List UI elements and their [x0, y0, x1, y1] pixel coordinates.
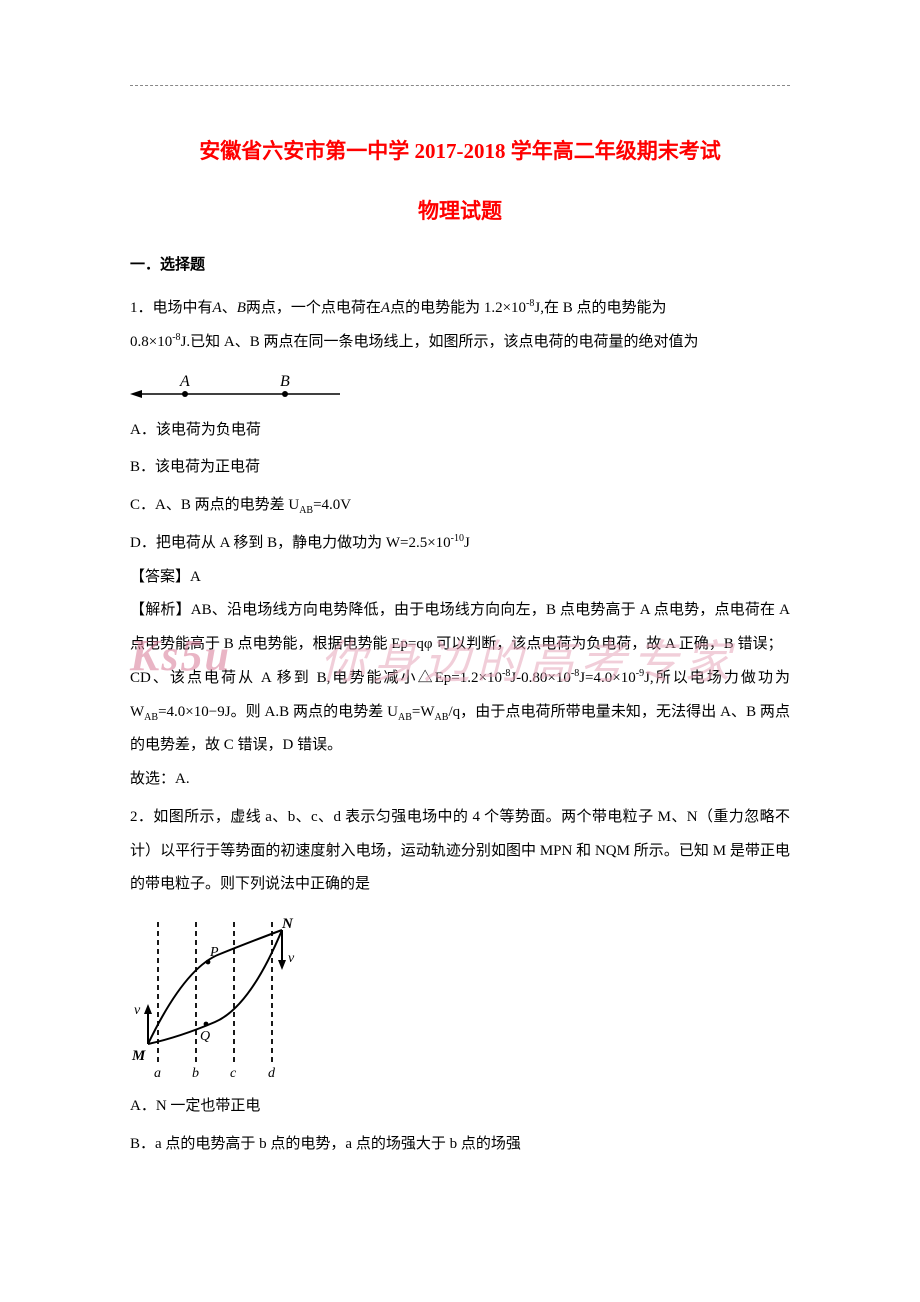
subscript: AB	[435, 712, 449, 723]
label-b: b	[192, 1066, 199, 1081]
exam-page: 安徽省六安市第一中学 2017-2018 学年高二年级期末考试 物理试题 一．选…	[0, 0, 920, 1202]
q1-option-a: A．该电荷为负电荷	[130, 414, 790, 448]
label-c: c	[230, 1066, 237, 1081]
label-Q: Q	[200, 1029, 210, 1044]
subscript: AB	[398, 712, 412, 723]
text: B	[237, 300, 246, 316]
q1-explanation-2: CD、该点电荷从 A 移到 B,电势能减小△Ep=1.2×10 -8J-0.80×…	[130, 662, 790, 763]
q2-figure: a b c d M N P Q v v	[130, 912, 310, 1082]
text: 点的电势能为 1.2×10	[390, 300, 526, 316]
text: D．把电荷从 A 移到 B，静电力做功为 W=2.5×10	[130, 535, 451, 551]
section-heading: 一．选择题	[130, 253, 790, 274]
superscript: -10	[451, 533, 464, 544]
label-d: d	[268, 1066, 276, 1081]
q2-option-b: B．a 点的电势高于 b 点的电势，a 点的场强大于 b 点的场强	[130, 1128, 790, 1162]
text: J-0.80×10	[510, 670, 571, 686]
text: C．A、B 两点的电势差 U	[130, 497, 299, 513]
label-B: B	[280, 374, 290, 390]
q1-figure: A B	[130, 374, 350, 404]
text: J,在 B 点的电势能为	[534, 300, 666, 316]
text: A	[213, 300, 222, 316]
text: 1．电场中有	[130, 300, 213, 316]
text: 两点，一个点电荷在	[246, 300, 381, 316]
q2-stem: 2．如图所示，虚线 a、b、c、d 表示匀强电场中的 4 个等势面。两个带电粒子…	[130, 801, 790, 902]
superscript: -8	[172, 332, 180, 343]
text: J=4.0×10	[579, 670, 636, 686]
subscript: AB	[299, 505, 313, 516]
text: J	[464, 535, 470, 551]
title-sub: 物理试题	[130, 195, 790, 225]
q2-option-a: A．N 一定也带正电	[130, 1090, 790, 1124]
text: CD、该点电荷从 A 移到 B,电势能减小△Ep=1.2×10	[130, 670, 502, 686]
text: =4.0×10−9J。则 A.B 两点的电势差 U	[158, 704, 398, 720]
subscript: AB	[144, 712, 158, 723]
text: A	[381, 300, 390, 316]
label-N: N	[281, 916, 294, 932]
q1-stem-line2: 0.8×10-8J.已知 A、B 两点在同一条电场线上，如图所示，该点电荷的电荷…	[130, 326, 790, 360]
q1-answer: 【答案】A	[130, 561, 790, 595]
title-main: 安徽省六安市第一中学 2017-2018 学年高二年级期末考试	[130, 135, 790, 165]
superscript: -8	[571, 668, 579, 679]
header-separator	[130, 85, 790, 86]
q1-explanation-1: 【解析】AB、沿电场线方向电势降低，由于电场线方向向左，B 点电势高于 A 点电…	[130, 594, 790, 662]
label-a: a	[154, 1066, 161, 1081]
label-v1: v	[134, 1003, 141, 1018]
text: J.已知 A、B 两点在同一条电场线上，如图所示，该点电荷的电荷量的绝对值为	[181, 334, 699, 350]
text: =W	[412, 704, 435, 720]
text: 0.8×10	[130, 334, 172, 350]
label-v2: v	[288, 951, 295, 966]
q1-explanation-3: 故选：A.	[130, 763, 790, 797]
label-P: P	[209, 945, 219, 960]
q1-stem: 1．电场中有A、B两点，一个点电荷在A点的电势能为 1.2×10-8J,在 B …	[130, 292, 790, 326]
q1-option-c: C．A、B 两点的电势差 UAB=4.0V	[130, 489, 790, 523]
q1-option-d: D．把电荷从 A 移到 B，静电力做功为 W=2.5×10-10J	[130, 527, 790, 561]
text: =4.0V	[313, 497, 351, 513]
label-A: A	[179, 374, 190, 390]
superscript: -9	[636, 668, 644, 679]
text: 、	[222, 300, 237, 316]
q1-option-b: B．该电荷为正电荷	[130, 451, 790, 485]
label-M: M	[131, 1048, 146, 1064]
